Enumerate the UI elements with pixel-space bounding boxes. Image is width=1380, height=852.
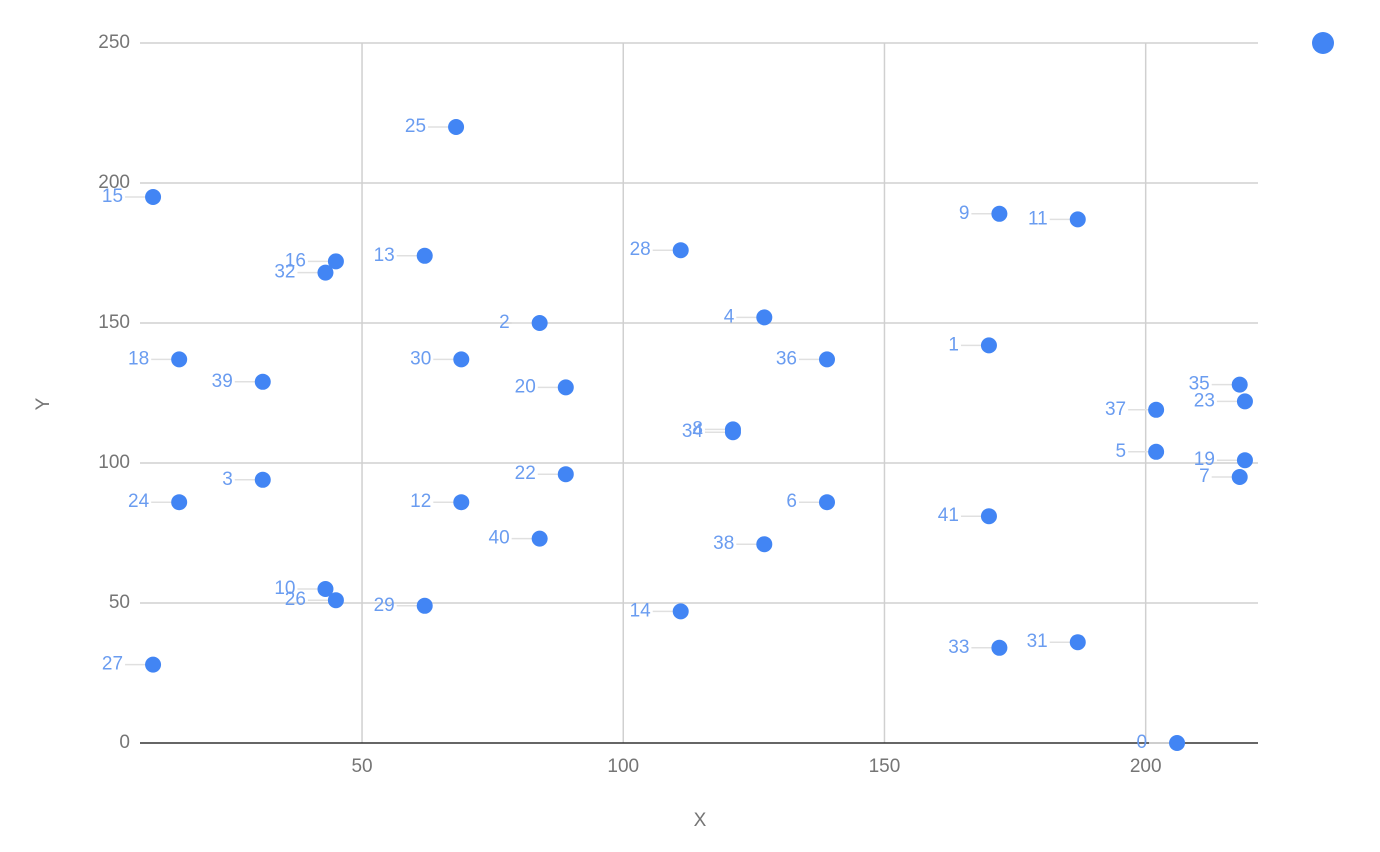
point bbox=[557, 379, 574, 396]
point-label: 40 bbox=[489, 528, 510, 549]
point bbox=[171, 494, 188, 511]
point-label: 37 bbox=[1105, 399, 1126, 420]
y-tick-label: 150 bbox=[98, 312, 130, 333]
point bbox=[1148, 401, 1165, 418]
point bbox=[818, 494, 835, 511]
point-label: 4 bbox=[724, 306, 735, 327]
point-label: 13 bbox=[374, 245, 395, 266]
point-label: 2 bbox=[499, 312, 510, 333]
point-label: 32 bbox=[274, 262, 295, 283]
point bbox=[531, 315, 548, 331]
point-label: 29 bbox=[374, 595, 395, 616]
point-label: 23 bbox=[1194, 390, 1215, 411]
point bbox=[453, 494, 470, 511]
point bbox=[756, 536, 773, 553]
point bbox=[1236, 452, 1253, 469]
point-label: 3 bbox=[222, 469, 233, 490]
point-label: 25 bbox=[405, 116, 426, 137]
point-label: 12 bbox=[410, 491, 431, 512]
point-label: 24 bbox=[128, 491, 150, 512]
point bbox=[254, 471, 271, 488]
point-label: 7 bbox=[1199, 466, 1210, 487]
point-label: 27 bbox=[102, 654, 123, 675]
point-label: 28 bbox=[630, 239, 651, 260]
point bbox=[991, 639, 1008, 656]
point-label: 35 bbox=[1189, 374, 1210, 395]
point bbox=[672, 603, 689, 620]
point bbox=[254, 373, 271, 390]
point bbox=[1236, 393, 1253, 410]
point-label: 41 bbox=[938, 505, 959, 526]
point bbox=[171, 351, 188, 368]
point-label: 33 bbox=[948, 637, 969, 658]
x-axis-title: X bbox=[694, 810, 707, 831]
point bbox=[1069, 211, 1086, 228]
point bbox=[145, 656, 162, 673]
point-label: 5 bbox=[1116, 441, 1127, 462]
x-tick-label: 200 bbox=[1130, 756, 1162, 777]
point bbox=[145, 189, 162, 205]
point bbox=[724, 424, 741, 441]
point bbox=[327, 592, 344, 609]
point bbox=[991, 205, 1008, 222]
point-label: 10 bbox=[274, 578, 295, 599]
point-label: 19 bbox=[1194, 449, 1215, 470]
x-tick-label: 150 bbox=[869, 756, 901, 777]
point-label: 34 bbox=[682, 421, 704, 442]
point bbox=[1231, 376, 1248, 393]
point-label: 0 bbox=[1136, 732, 1147, 753]
point bbox=[317, 581, 334, 597]
point bbox=[980, 337, 997, 354]
point bbox=[980, 508, 997, 525]
y-tick-label: 0 bbox=[119, 732, 130, 753]
x-tick-label: 100 bbox=[607, 756, 639, 777]
point-label: 8 bbox=[692, 418, 703, 439]
point bbox=[416, 597, 433, 614]
point-label: 31 bbox=[1027, 631, 1048, 652]
point bbox=[416, 247, 433, 264]
point-label: 22 bbox=[515, 463, 536, 484]
x-tick-label: 50 bbox=[351, 756, 372, 777]
point-label: 18 bbox=[128, 348, 149, 369]
y-tick-label: 50 bbox=[109, 592, 130, 613]
y-axis-title: Y bbox=[33, 397, 54, 410]
point bbox=[672, 242, 689, 259]
point bbox=[1231, 469, 1248, 485]
point bbox=[448, 119, 465, 135]
point bbox=[818, 351, 835, 368]
legend-marker bbox=[1312, 32, 1334, 54]
point bbox=[531, 530, 548, 547]
point-label: 15 bbox=[102, 186, 123, 207]
point bbox=[317, 264, 334, 281]
point bbox=[327, 253, 344, 270]
point-label: 26 bbox=[285, 589, 306, 610]
y-tick-label: 200 bbox=[98, 172, 130, 193]
point-label: 39 bbox=[212, 371, 233, 392]
y-tick-label: 100 bbox=[98, 452, 130, 473]
point-label: 14 bbox=[630, 600, 652, 621]
point-label: 36 bbox=[776, 348, 797, 369]
point-label: 6 bbox=[786, 491, 797, 512]
y-tick-label: 250 bbox=[98, 32, 130, 53]
point bbox=[1069, 634, 1086, 651]
point-label: 16 bbox=[285, 250, 306, 271]
point-label: 11 bbox=[1028, 208, 1048, 229]
point-label: 9 bbox=[959, 203, 970, 224]
point bbox=[1169, 735, 1186, 751]
point-label: 38 bbox=[713, 533, 734, 554]
point-label: 1 bbox=[948, 334, 959, 355]
point bbox=[557, 466, 574, 483]
point bbox=[453, 351, 470, 368]
point-label: 20 bbox=[515, 376, 536, 397]
point bbox=[1148, 443, 1165, 460]
point-label: 30 bbox=[410, 348, 431, 369]
point bbox=[756, 309, 773, 326]
